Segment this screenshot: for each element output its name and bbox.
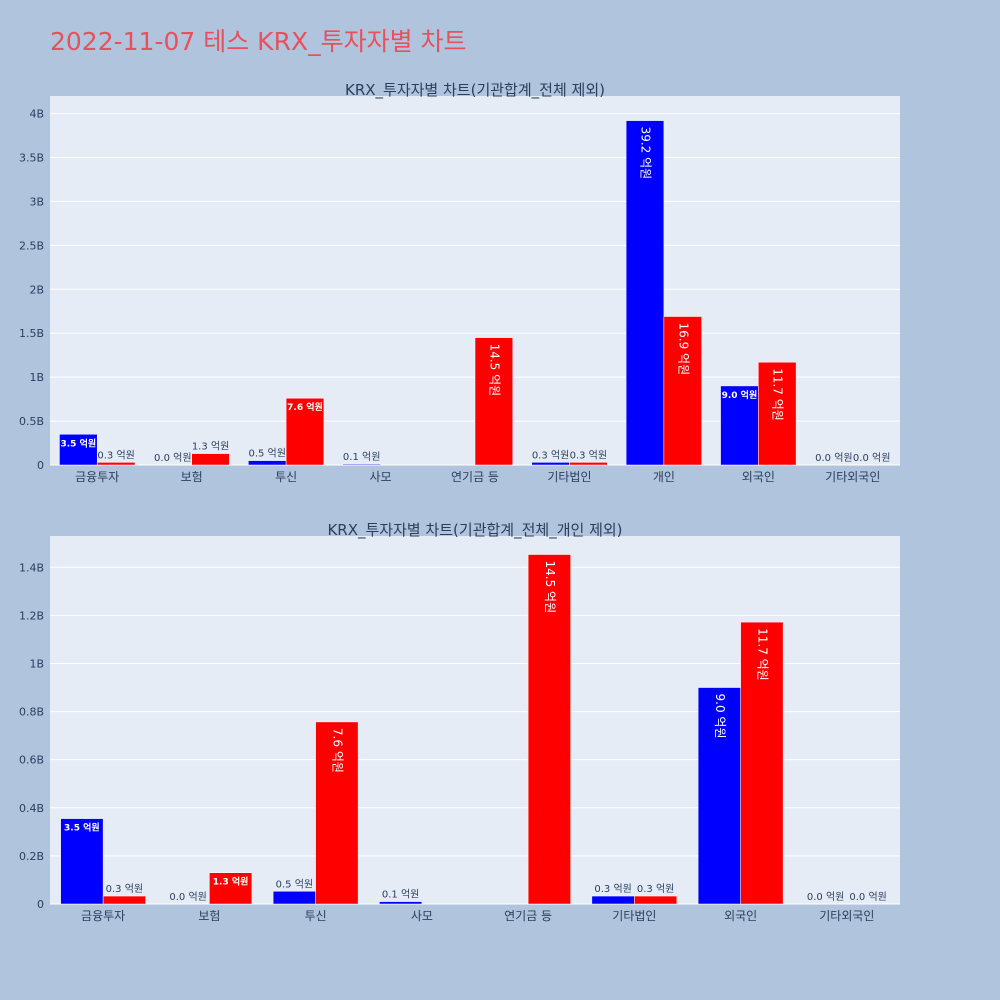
bar-data-label: 0.0 억원 <box>853 452 890 464</box>
bar-blue <box>60 818 104 905</box>
bar-data-label: 0.5 억원 <box>276 878 313 890</box>
x-category-label: 금융투자 <box>81 909 125 923</box>
y-tick-label: 0.2B <box>19 850 44 863</box>
bar-red <box>663 316 702 466</box>
bar-data-label: 0.0 억원 <box>849 891 886 903</box>
y-tick-label: 4B <box>29 108 44 121</box>
bar-data-label: 1.3 억원 <box>213 876 249 888</box>
x-category-label: 투신 <box>305 909 327 923</box>
x-category-label: 투신 <box>275 470 297 484</box>
bar-data-label: 7.6 억원 <box>330 728 344 773</box>
bar-red <box>191 453 230 466</box>
bar-red <box>758 361 797 466</box>
bar-data-label: 11.7 억원 <box>771 368 785 421</box>
bar-data-label: 0.3 억원 <box>637 883 674 895</box>
page-title: 2022-11-07 테스 KRX_투자자별 차트 <box>50 27 467 56</box>
subplot-title: KRX_투자자별 차트(기관합계_전체 제외) <box>345 81 605 100</box>
y-tick-label: 0 <box>37 898 44 911</box>
x-category-label: 개인 <box>653 470 675 484</box>
bar-blue <box>379 901 423 905</box>
bar-data-label: 0.1 억원 <box>382 889 419 901</box>
chart-bottom: 0 0.2B 0.4B 0.6B 0.8B 1B 1.2B 1.4B KRX_투자자별 차트(기… <box>19 521 900 923</box>
bar-data-label: 11.7 억원 <box>755 628 769 681</box>
bar-red <box>569 462 608 466</box>
y-tick-label: 2B <box>29 283 44 296</box>
bar-data-label: 0.3 억원 <box>594 883 631 895</box>
bar-data-label: 0.0 억원 <box>169 891 206 903</box>
bar-blue <box>591 895 635 905</box>
x-category-label: 연기금 등 <box>504 909 552 923</box>
x-category-label: 사모 <box>411 909 433 923</box>
y-tick-label: 1.2B <box>19 609 44 622</box>
x-category-label: 보험 <box>198 909 220 923</box>
bar-blue <box>720 385 759 466</box>
y-tick-label: 0.4B <box>19 802 44 815</box>
x-category-label: 기타외국인 <box>819 909 874 923</box>
x-category-label: 외국인 <box>724 909 757 923</box>
bar-data-label: 9.0 억원 <box>713 694 727 739</box>
bar-blue <box>531 462 570 466</box>
bar-data-label: 1.3 억원 <box>192 441 229 453</box>
bar-data-label: 0.5 억원 <box>248 448 285 460</box>
bar-data-label: 0.1 억원 <box>343 451 380 463</box>
bar-blue <box>59 434 98 466</box>
x-category-label: 연기금 등 <box>451 470 499 484</box>
bar-data-label: 3.5 억원 <box>61 437 97 449</box>
bar-red <box>315 721 359 905</box>
bar-red <box>96 462 136 466</box>
bar-red <box>634 895 678 905</box>
bar-data-label: 0.0 억원 <box>815 452 852 464</box>
x-category-label: 기타법인 <box>612 909 656 923</box>
bar-data-label: 3.5 억원 <box>64 822 100 834</box>
bar-red <box>285 397 325 466</box>
bar-data-label: 16.9 억원 <box>676 323 690 376</box>
y-tick-label: 1B <box>29 371 44 384</box>
bar-data-label: 0.3 억원 <box>570 449 607 461</box>
x-category-label: 기타법인 <box>547 470 591 484</box>
y-tick-label: 0.6B <box>19 754 44 767</box>
bar-red <box>102 895 146 905</box>
x-category-label: 사모 <box>370 470 392 484</box>
y-tick-label: 0.8B <box>19 706 44 719</box>
y-tick-label: 0.5B <box>19 415 44 428</box>
bar-red <box>527 554 571 905</box>
bar-data-label: 14.5 억원 <box>543 561 557 614</box>
bar-data-label: 0.3 억원 <box>106 883 143 895</box>
x-category-label: 보험 <box>181 470 203 484</box>
bar-blue <box>272 891 316 905</box>
y-tick-label: 1.4B <box>19 561 44 574</box>
bar-data-label: 39.2 억원 <box>639 127 653 180</box>
bar-data-label: 0.3 억원 <box>532 449 569 461</box>
y-tick-label: 0 <box>37 459 44 472</box>
bar-red <box>209 872 253 905</box>
bar-data-label: 14.5 억원 <box>487 344 501 397</box>
y-tick-label: 3B <box>29 195 44 208</box>
bar-red <box>740 621 784 905</box>
subplot-title: KRX_투자자별 차트(기관합계_전체_개인 제외) <box>327 521 622 540</box>
chart-top: 0 0.5B 1B 1.5B 2B 2.5B 3B 3.5B 4B KRX_투자자별 차트(기관합… <box>19 81 900 484</box>
bar-data-label: 7.6 억원 <box>287 401 323 413</box>
bar-blue <box>625 120 665 466</box>
bar-data-label: 0.0 억원 <box>154 452 191 464</box>
bar-data-label: 0.3 억원 <box>97 449 134 461</box>
bar-blue <box>248 460 287 466</box>
y-tick-label: 3.5B <box>19 152 44 165</box>
x-category-label: 외국인 <box>742 470 775 484</box>
bar-red <box>474 337 514 466</box>
bar-data-label: 9.0 억원 <box>722 389 758 401</box>
y-tick-label: 2.5B <box>19 239 44 252</box>
x-category-label: 기타외국인 <box>825 470 880 484</box>
x-category-label: 금융투자 <box>75 470 119 484</box>
bar-blue <box>697 687 741 905</box>
bar-data-label: 0.0 억원 <box>807 891 844 903</box>
y-tick-label: 1B <box>29 657 44 670</box>
y-tick-label: 1.5B <box>19 327 44 340</box>
bar-blue <box>342 463 381 466</box>
